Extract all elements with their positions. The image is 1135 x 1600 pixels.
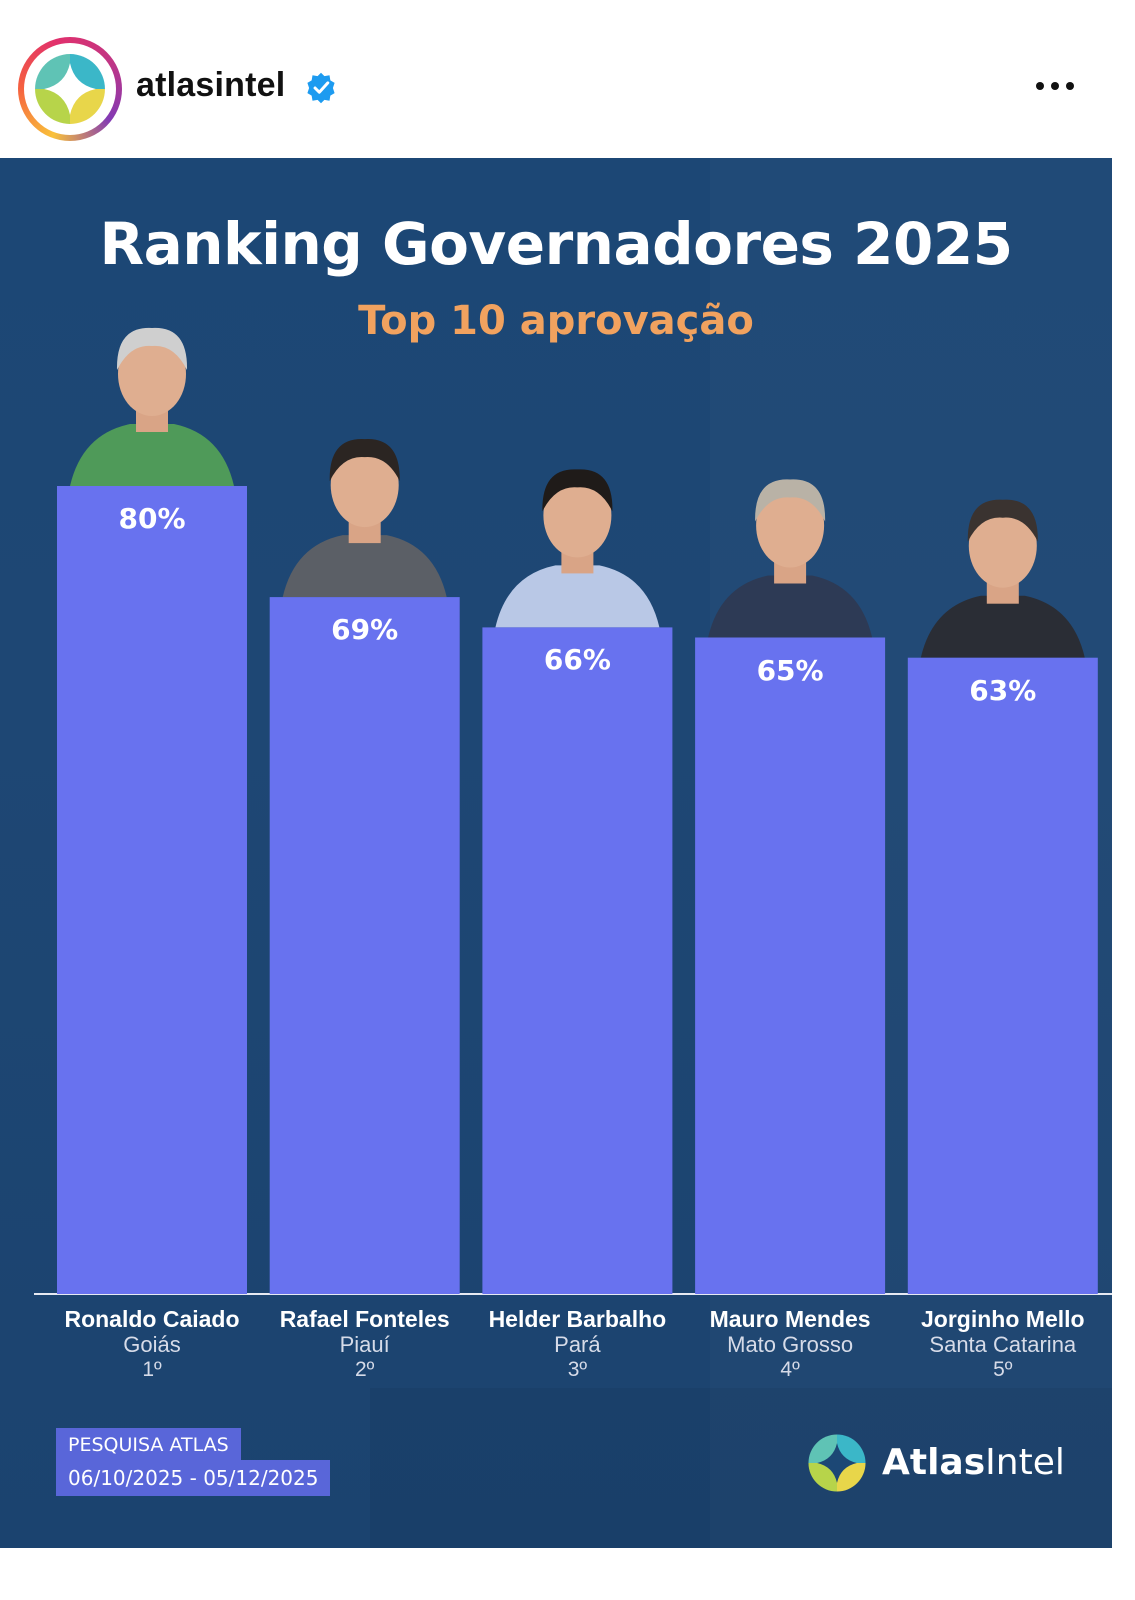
- atlasintel-brand-icon: [808, 1434, 866, 1492]
- brand-name-bold: Atlas: [882, 1442, 986, 1483]
- bar-value-label: 63%: [969, 673, 1037, 707]
- profile-username[interactable]: atlasintel: [136, 66, 286, 104]
- state-label: Santa Catarina: [929, 1332, 1077, 1357]
- source-label: PESQUISA ATLAS: [56, 1428, 241, 1460]
- bar-value-label: 65%: [756, 653, 824, 687]
- bar-value-label: 80%: [118, 502, 186, 535]
- chart-subtitle: Top 10 aprovação: [358, 298, 754, 344]
- bar-1: [57, 486, 247, 1294]
- governor-portrait-2: [282, 439, 447, 598]
- category-name-label: Ronaldo Caiado: [64, 1306, 240, 1332]
- bar-chart: [34, 327, 1112, 1295]
- source-box: PESQUISA ATLAS 06/10/2025 - 05/12/2025: [56, 1428, 331, 1496]
- state-label: Pará: [554, 1332, 601, 1357]
- rank-label: 1º: [142, 1358, 162, 1381]
- bar-4: [695, 637, 886, 1294]
- chart-title: Ranking Governadores 2025: [99, 210, 1013, 278]
- state-label: Goiás: [123, 1332, 181, 1357]
- rank-label: 4º: [780, 1358, 800, 1381]
- bar-5: [907, 657, 1098, 1294]
- atlasintel-logo-icon: [33, 52, 107, 126]
- state-label: Mato Grosso: [727, 1332, 854, 1357]
- avatar-inner: [24, 43, 116, 135]
- governor-portrait-4: [708, 479, 873, 638]
- category-name-label: Jorginho Mello: [921, 1306, 1085, 1332]
- bar-value-label: 66%: [543, 643, 611, 677]
- bar-2: [269, 597, 460, 1294]
- profile-avatar[interactable]: [18, 37, 122, 141]
- background-panel-bottom: [370, 1388, 1112, 1548]
- post-header: atlasintel: [0, 0, 1135, 160]
- governor-portrait-3: [495, 469, 660, 628]
- governor-portrait-5: [920, 499, 1085, 658]
- verified-badge-icon: [307, 72, 335, 104]
- governor-portrait-1: [70, 327, 234, 486]
- bar-value-label: 69%: [331, 613, 399, 647]
- rank-label: 5º: [993, 1358, 1013, 1381]
- brand-name: AtlasIntel: [882, 1442, 1065, 1483]
- brand-name-light: Intel: [985, 1442, 1065, 1483]
- infographic-canvas: Ranking Governadores 2025 Top 10 aprovaç…: [0, 158, 1112, 1548]
- brand-logo: AtlasIntel: [806, 1430, 1086, 1500]
- source-date-range: 06/10/2025 - 05/12/2025: [56, 1460, 331, 1496]
- category-name-label: Helder Barbalho: [488, 1306, 667, 1332]
- rank-label: 2º: [355, 1358, 375, 1381]
- more-options-icon[interactable]: [1030, 74, 1080, 98]
- state-label: Piauí: [339, 1332, 390, 1357]
- category-name-label: Mauro Mendes: [709, 1306, 871, 1332]
- category-name-label: Rafael Fonteles: [279, 1306, 450, 1332]
- bar-3: [482, 627, 673, 1294]
- rank-label: 3º: [567, 1358, 588, 1381]
